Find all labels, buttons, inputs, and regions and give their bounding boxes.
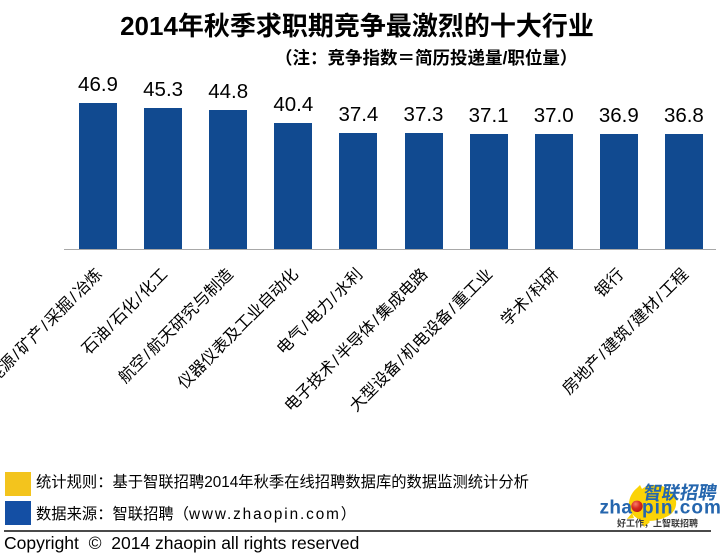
- svg-text:智联招聘: 智联招聘: [642, 482, 719, 503]
- svg-text:pin.com: pin.com: [642, 498, 720, 519]
- svg-text:好工作，上智联招聘: 好工作，上智联招聘: [617, 518, 698, 529]
- svg-text:zha: zha: [600, 498, 633, 519]
